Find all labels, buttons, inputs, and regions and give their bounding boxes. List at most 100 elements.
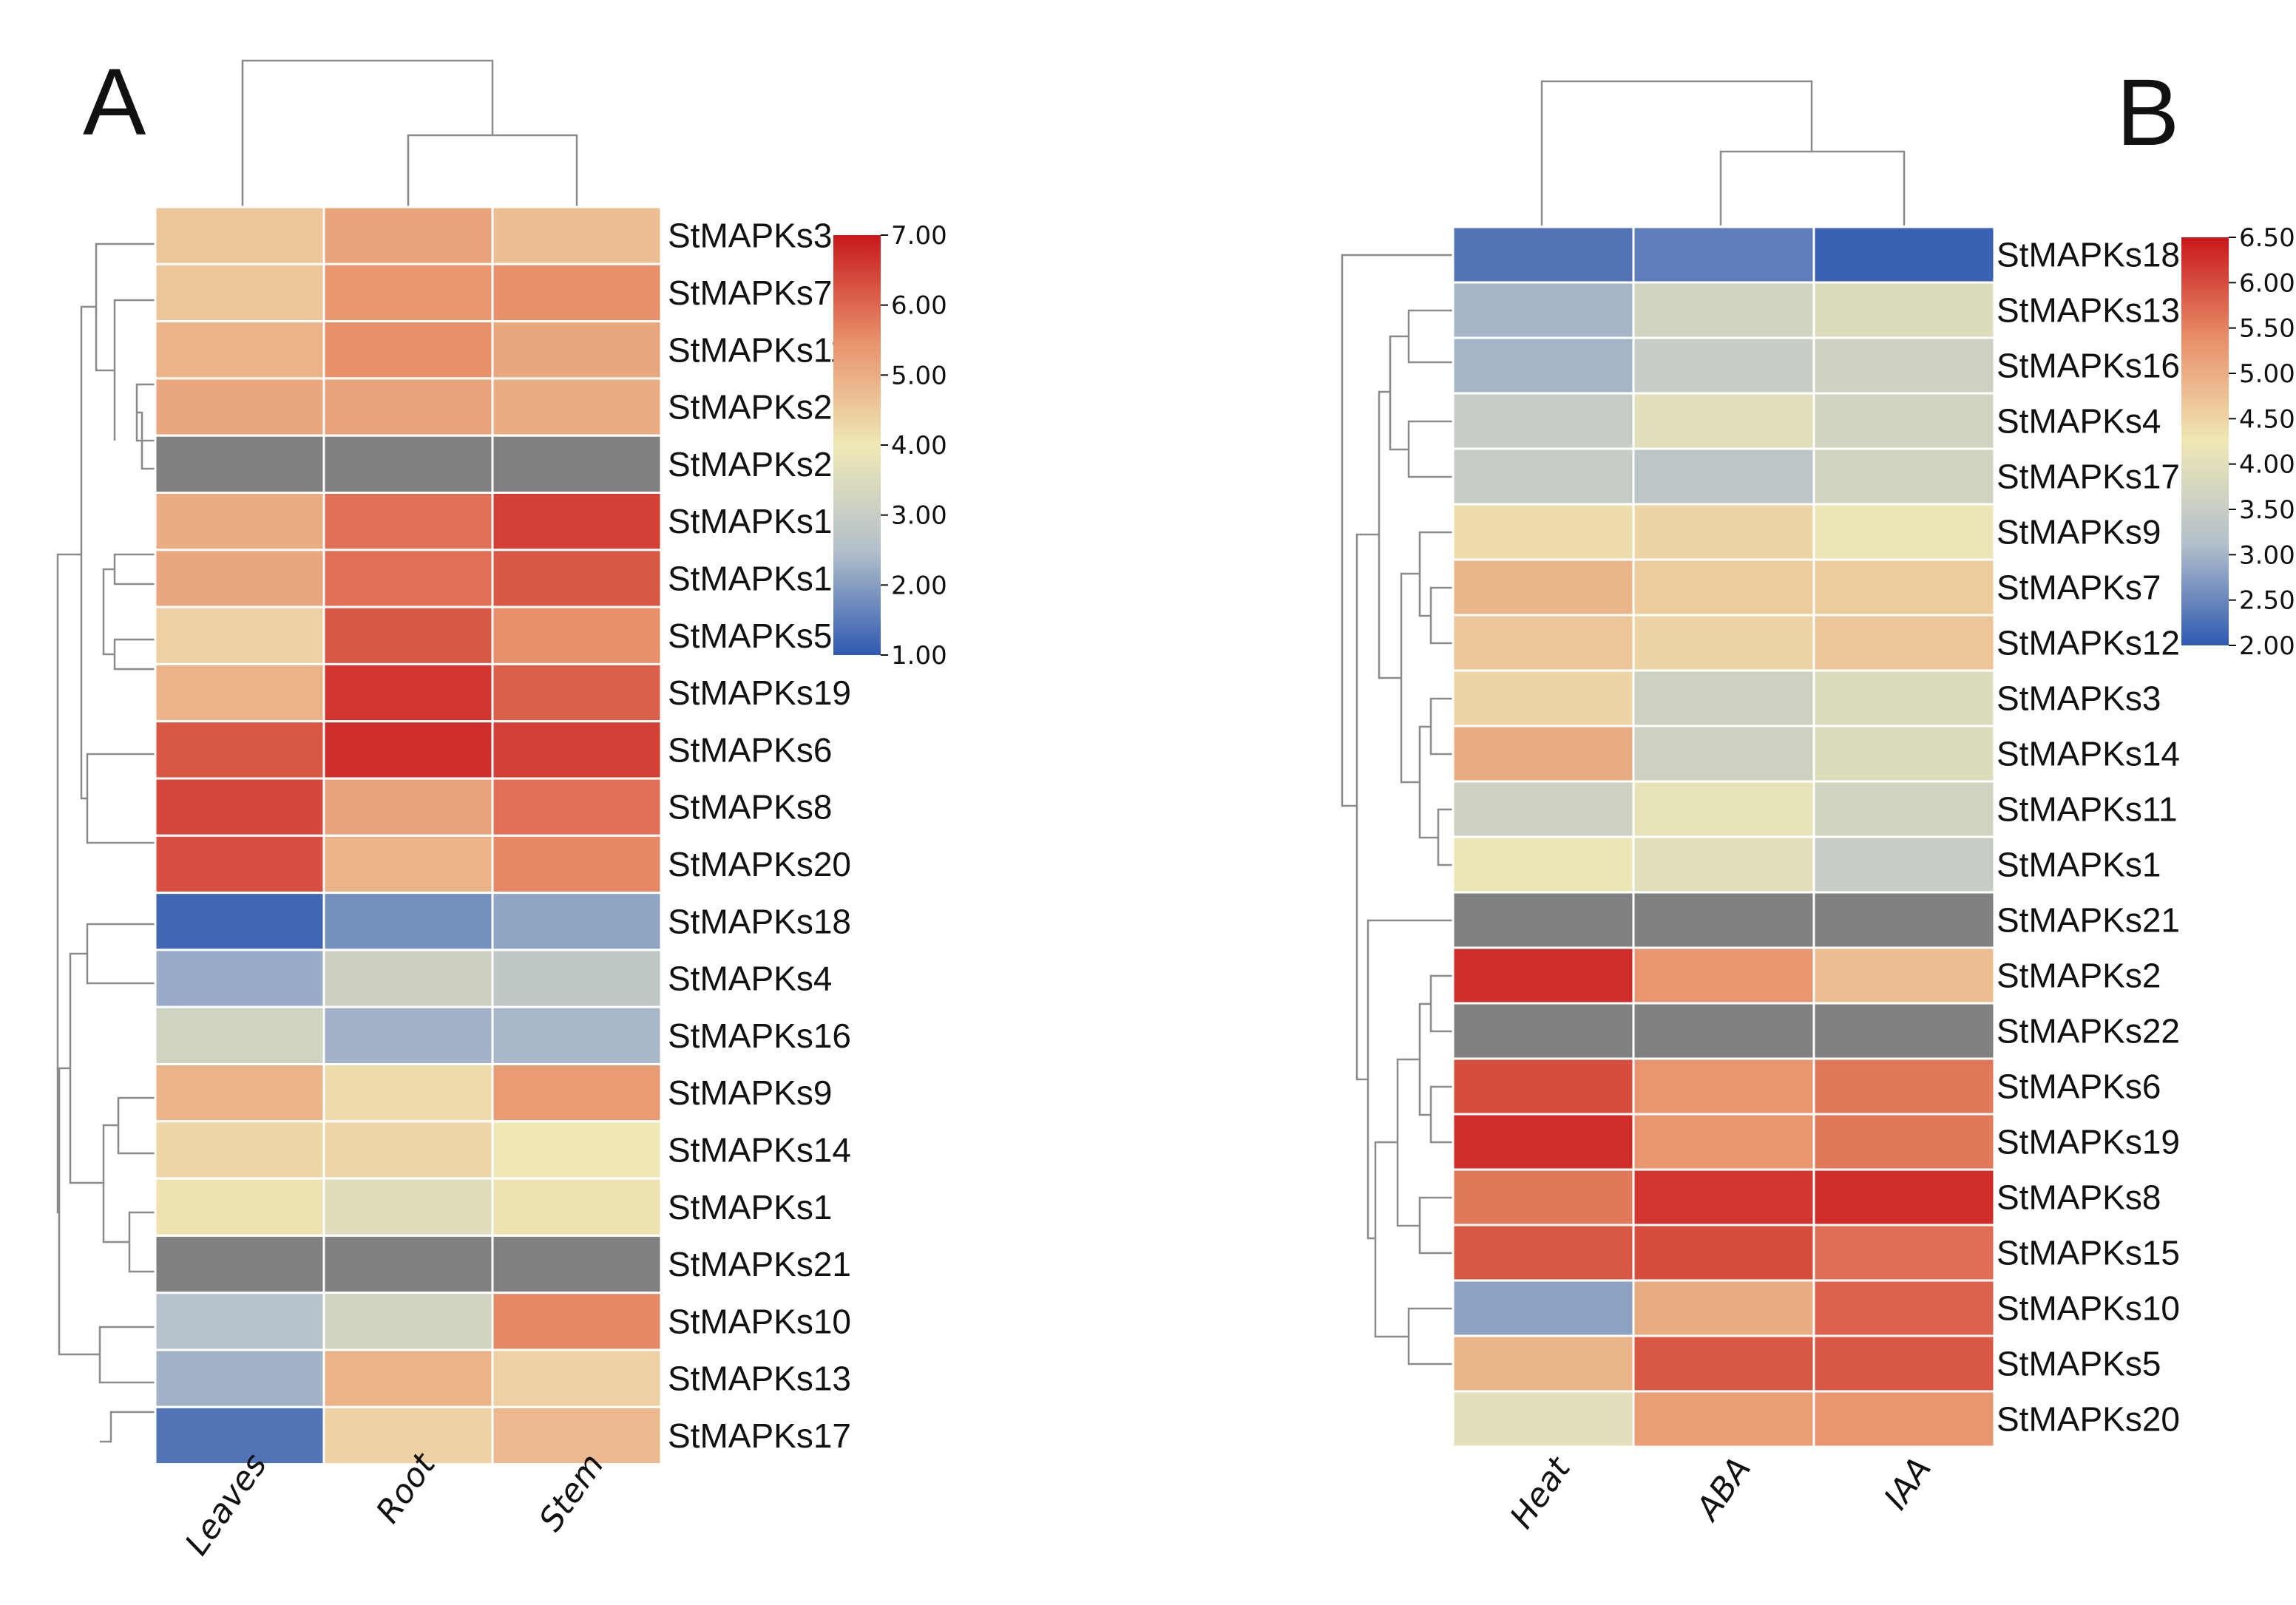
- heatmap-cell: [1632, 1168, 1815, 1226]
- row-label: StMAPKs21: [1997, 901, 2180, 940]
- heatmap-cell: [322, 720, 494, 780]
- row-label: StMAPKs16: [1997, 347, 2180, 385]
- heatmap-cell: [1632, 946, 1815, 1005]
- heatmap-cell: [491, 605, 663, 665]
- panel-a: A StMAPKs3 StMAPKs7: [56, 50, 947, 1562]
- heatmap-cell: [1452, 1113, 1635, 1171]
- heatmap-cell: [322, 1063, 494, 1123]
- panel-a-colorbar-gradient: [833, 235, 881, 655]
- heatmap-cell: [154, 1234, 325, 1294]
- row-label: StMAPKs7: [668, 274, 832, 312]
- heatmap-cell: [491, 262, 663, 323]
- heatmap-cell: [1452, 725, 1635, 783]
- heatmap-cell: [322, 1177, 494, 1237]
- panel-b-colorbar-ticks: 6.50 6.00 5.50 5.00 4.50 4.00 3.50 3.00 2.50 2.00: [2229, 223, 2295, 661]
- heatmap-cell: [1452, 1224, 1635, 1282]
- column-label: IAA: [1877, 1450, 1939, 1516]
- panel-b-column-dendrogram: [1540, 80, 1906, 225]
- heatmap-cell: [1812, 1168, 1996, 1226]
- heatmap-cell: [1632, 835, 1815, 894]
- heatmap-cell: [154, 434, 325, 495]
- heatmap-cell: [322, 605, 494, 665]
- heatmap-cell: [1632, 503, 1815, 561]
- colorbar-tick-label: 7.00: [891, 221, 947, 251]
- heatmap-cell: [1452, 780, 1635, 838]
- panel-a-column-dendrogram: [241, 59, 578, 207]
- row-label: StMAPKs10: [1997, 1289, 2180, 1328]
- heatmap-cell: [154, 720, 325, 780]
- row-label: StMAPKs2: [1997, 957, 2161, 995]
- heatmap-cell: [322, 549, 494, 608]
- heatmap-cell: [154, 492, 325, 552]
- heatmap-cell: [154, 892, 325, 951]
- heatmap-cell: [154, 662, 325, 723]
- row-label: StMAPKs22: [1997, 1012, 2180, 1051]
- row-label: StMAPKs17: [1997, 458, 2180, 496]
- colorbar-tick-label: 6.50: [2239, 223, 2295, 253]
- row-label: StMAPKs1: [668, 1188, 832, 1226]
- heatmap-cell: [1452, 503, 1635, 561]
- heatmap-cell: [1812, 1334, 1996, 1393]
- heatmap-cell: [154, 1120, 325, 1180]
- heatmap-cell: [1452, 891, 1635, 949]
- row-label: StMAPKs13: [1997, 291, 2180, 330]
- heatmap-cell: [322, 834, 494, 895]
- row-label: StMAPKs3: [668, 217, 832, 255]
- heatmap-cell: [1632, 1334, 1815, 1393]
- heatmap-cell: [1632, 780, 1815, 838]
- heatmap-cell: [1452, 1390, 1635, 1448]
- heatmap-cell: [154, 1405, 325, 1466]
- colorbar-tick-label: 6.00: [2239, 268, 2295, 298]
- heatmap-cell: [1812, 946, 1996, 1005]
- heatmap-cell: [491, 377, 663, 437]
- heatmap-cell: [1632, 1279, 1815, 1337]
- heatmap-cell: [154, 549, 325, 608]
- row-label: StMAPKs12: [1997, 624, 2180, 662]
- heatmap-cell: [1452, 558, 1635, 617]
- heatmap-cell: [491, 834, 663, 895]
- colorbar-tick-label: 3.00: [2239, 540, 2295, 570]
- heatmap-cell: [1812, 281, 1996, 339]
- heatmap-cell: [491, 892, 663, 951]
- heatmap-cell: [322, 492, 494, 552]
- row-label: StMAPKs7: [1997, 569, 2161, 607]
- row-label: StMAPKs9: [1997, 513, 2161, 552]
- row-label: StMAPKs11: [1997, 790, 2178, 829]
- colorbar-tick-label: 5.00: [891, 361, 947, 390]
- row-label: StMAPKs18: [668, 902, 851, 940]
- row-label: StMAPKs20: [668, 845, 851, 883]
- row-label: StMAPKs2: [668, 388, 832, 427]
- heatmap-cell: [154, 1292, 325, 1351]
- row-label: StMAPKs4: [1997, 402, 2161, 441]
- heatmap-cell: [1812, 336, 1996, 395]
- heatmap-cell: [154, 320, 325, 380]
- row-label: StMAPKs9: [668, 1073, 832, 1112]
- heatmap-cell: [1812, 503, 1996, 561]
- heatmap-cell: [1632, 614, 1815, 672]
- heatmap-cell: [154, 605, 325, 665]
- panel-b-column-labels: Heat ABA IAA: [1503, 1450, 1939, 1536]
- heatmap-cell: [491, 1292, 663, 1351]
- row-label: StMAPKs17: [668, 1416, 851, 1455]
- heatmap-cell: [1632, 1057, 1815, 1116]
- colorbar-tick-label: 3.50: [2239, 495, 2295, 525]
- heatmap-cell: [1632, 1002, 1815, 1060]
- heatmap-cell: [322, 320, 494, 380]
- heatmap-cell: [322, 777, 494, 837]
- panel-b: B St: [1341, 60, 2295, 1536]
- heatmap-cell: [322, 1005, 494, 1065]
- heatmap-cell: [1632, 447, 1815, 506]
- heatmap-cell: [1632, 336, 1815, 395]
- heatmap-cell: [1452, 281, 1635, 339]
- heatmap-cell: [491, 1348, 663, 1408]
- row-label: StMAPKs3: [1997, 679, 2161, 718]
- row-label: StMAPKs12: [668, 502, 851, 540]
- heatmap-cell: [1632, 669, 1815, 727]
- heatmap-cell: [322, 1234, 494, 1294]
- colorbar-tick-label: 4.00: [2239, 450, 2295, 480]
- heatmap-cell: [322, 892, 494, 951]
- colorbar-tick-label: 4.00: [891, 431, 947, 461]
- heatmap-cell: [1452, 614, 1635, 672]
- heatmap-cell: [1632, 725, 1815, 783]
- heatmap-cell: [1452, 225, 1635, 284]
